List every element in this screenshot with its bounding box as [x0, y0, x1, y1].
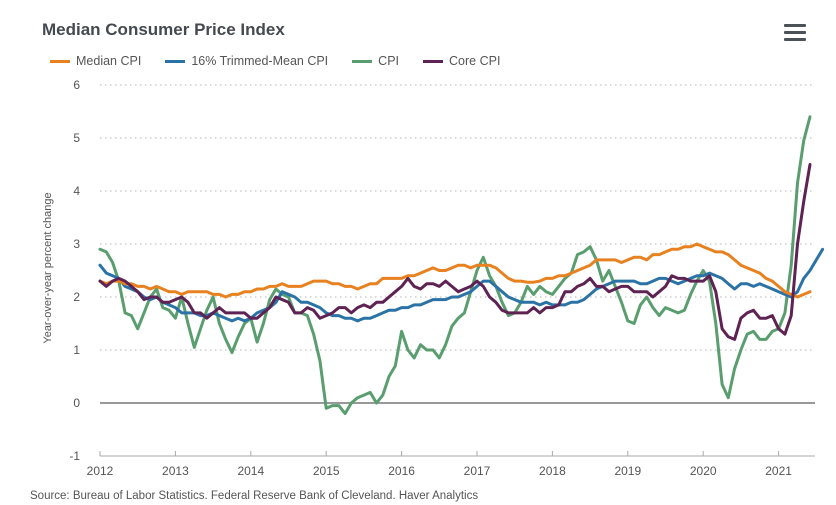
source-note: Source: Bureau of Labor Statistics. Fede…: [30, 490, 479, 502]
series-line-cpi[interactable]: [98, 115, 812, 416]
legend-swatch: [352, 59, 373, 63]
legend-item-median-cpi[interactable]: Median CPI: [50, 54, 141, 68]
legend-label: Median CPI: [76, 54, 142, 68]
x-tick-label: 2013: [162, 464, 189, 478]
hamburger-menu-icon[interactable]: [784, 24, 806, 42]
series-line-core-cpi[interactable]: [98, 163, 812, 341]
legend-item-trimmed-mean-cpi[interactable]: 16% Trimmed-Mean CPI: [165, 54, 328, 68]
legend-swatch: [50, 59, 70, 63]
y-tick-label: 5: [73, 131, 80, 145]
series-line-median-cpi[interactable]: [98, 242, 812, 299]
legend-swatch: [423, 59, 444, 63]
x-tick-label: 2014: [237, 464, 264, 478]
series-line-16-trimmed-mean-cpi[interactable]: [98, 247, 825, 323]
x-tick-label: 2020: [690, 464, 717, 478]
legend-label: 16% Trimmed-Mean CPI: [191, 54, 329, 68]
x-tick-label: 2012: [87, 464, 114, 478]
y-tick-label: 1: [73, 343, 80, 357]
y-tick-label: -1: [69, 449, 80, 463]
legend-label: Core CPI: [449, 54, 501, 68]
series-lines: [98, 115, 825, 416]
menu-bar: [784, 38, 806, 41]
menu-bar: [784, 31, 806, 34]
legend-swatch: [165, 59, 186, 63]
y-tick-label: 2: [73, 290, 80, 304]
x-tick-label: 2016: [388, 464, 415, 478]
x-tick-label: 2017: [464, 464, 491, 478]
gridlines: [100, 84, 815, 404]
menu-bar: [784, 24, 806, 27]
x-tick-label: 2015: [313, 464, 340, 478]
legend-item-core-cpi[interactable]: Core CPI: [423, 54, 500, 68]
y-tick-label: 3: [73, 237, 80, 251]
y-tick-label: 4: [73, 184, 80, 198]
y-axis-ticks: 6 5 4 3 2 1 0 -1: [69, 78, 80, 463]
y-tick-label: 6: [73, 78, 80, 92]
x-tick-label: 2018: [539, 464, 566, 478]
x-axis: 2012 2013 2014 2015 2016 2017 2018 2019 2020 2021: [87, 451, 815, 478]
x-tick-label: 2019: [614, 464, 641, 478]
y-tick-label: 0: [73, 396, 80, 410]
legend-label: CPI: [378, 54, 400, 68]
x-tick-label: 2021: [765, 464, 792, 478]
chart-title: Median Consumer Price Index: [42, 20, 285, 39]
chart-legend: Median CPI 16% Trimmed-Mean CPI CPI Core…: [50, 52, 524, 70]
legend-item-cpi[interactable]: CPI: [352, 54, 399, 68]
